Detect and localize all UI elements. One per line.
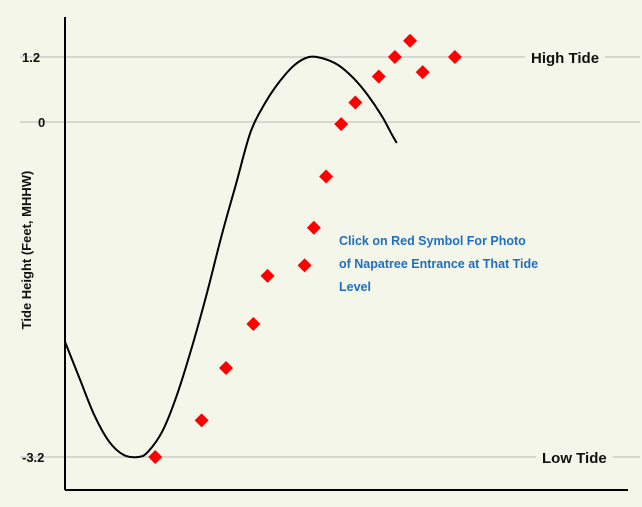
instruction-line-2: of Napatree Entrance at That Tide xyxy=(339,257,538,271)
tide-photo-marker-2[interactable] xyxy=(194,413,209,428)
tide-photo-marker-5[interactable] xyxy=(260,268,275,283)
reference-labels: High Tide Low Tide xyxy=(525,49,613,468)
y-tick-labels: 1.2 0 -3.2 xyxy=(22,50,45,465)
tide-label-backing xyxy=(536,449,613,468)
instruction-line-1: Click on Red Symbol For Photo xyxy=(339,234,526,248)
y-axis-label: Tide Height (Feet, MHHW) xyxy=(19,171,34,330)
tide-photo-marker-3[interactable] xyxy=(219,361,234,376)
low-tide-label: Low Tide xyxy=(542,450,607,467)
instruction-line-3: Level xyxy=(339,280,371,294)
y-tick-label: 0 xyxy=(38,115,45,130)
tide-photo-marker-4[interactable] xyxy=(246,317,261,332)
grid-lines xyxy=(20,56,640,458)
tide-photo-marker-7[interactable] xyxy=(306,220,321,235)
y-tick-label: -3.2 xyxy=(22,450,44,465)
tide-photo-marker-13[interactable] xyxy=(403,33,418,48)
tide-photo-marker-14[interactable] xyxy=(415,65,430,80)
tide-photo-marker-11[interactable] xyxy=(371,69,386,84)
tide-label-backing xyxy=(525,49,606,68)
tide-photo-marker-6[interactable] xyxy=(297,258,312,273)
axes xyxy=(64,17,628,491)
photo-markers xyxy=(148,33,462,464)
tide-photo-marker-8[interactable] xyxy=(319,169,334,184)
tide-photo-marker-10[interactable] xyxy=(348,95,363,110)
tide-photo-marker-9[interactable] xyxy=(334,117,349,132)
y-tick-label: 1.2 xyxy=(22,50,40,65)
tide-photo-marker-1[interactable] xyxy=(148,450,163,464)
tide-curve-line xyxy=(64,55,398,459)
tide-photo-marker-15[interactable] xyxy=(447,50,462,64)
high-tide-label: High Tide xyxy=(531,50,599,67)
tide-photo-marker-12[interactable] xyxy=(387,50,402,64)
instruction-note: Click on Red Symbol For Photo of Napatre… xyxy=(339,234,538,294)
